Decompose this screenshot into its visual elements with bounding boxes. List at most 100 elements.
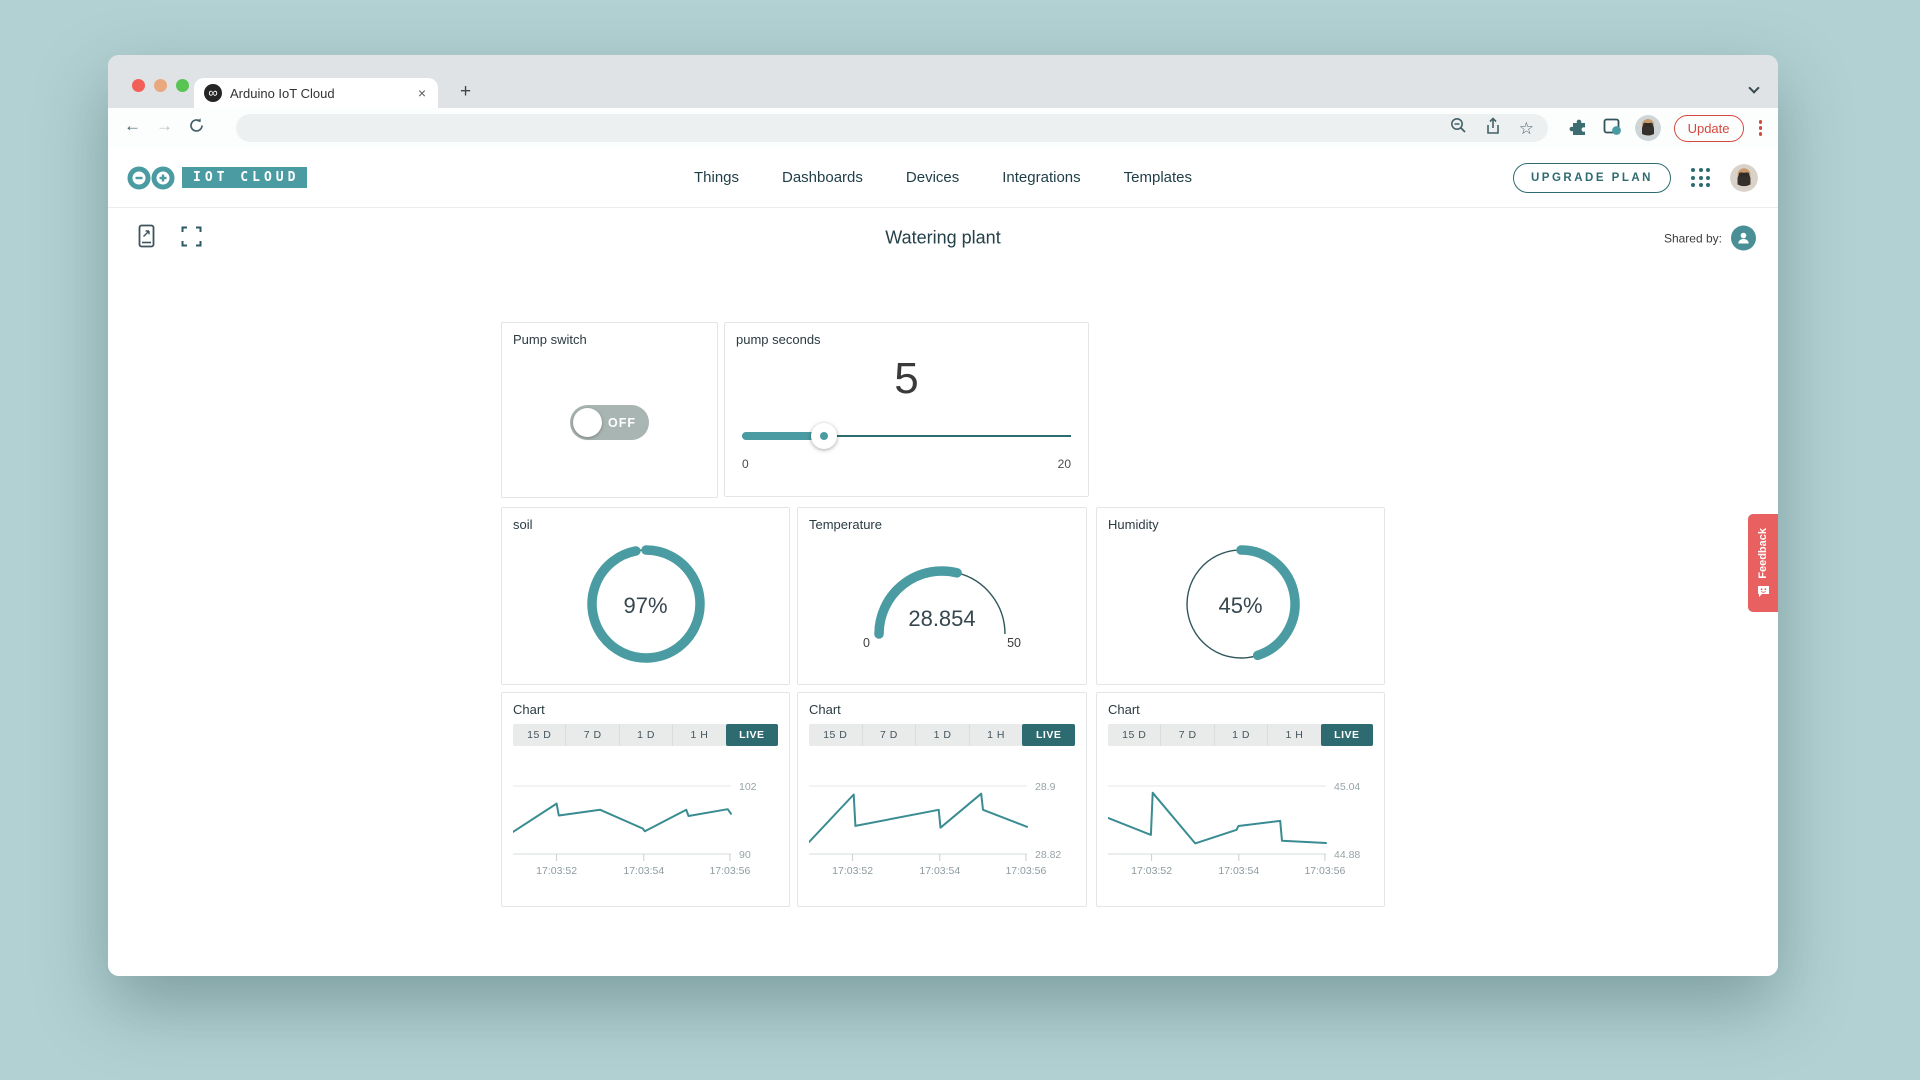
toolbar-actions: Update <box>1569 108 1764 148</box>
nav-item-templates[interactable]: Templates <box>1123 169 1193 186</box>
dashboard-title: Watering plant <box>885 227 1001 248</box>
apps-grid-icon[interactable] <box>1691 168 1710 187</box>
share-icon[interactable] <box>1485 116 1501 140</box>
window-controls <box>132 79 189 92</box>
widget-title: Humidity <box>1108 517 1159 532</box>
temperature-gauge-svg <box>874 566 1006 639</box>
slider-track[interactable] <box>742 435 1071 437</box>
zoom-out-icon[interactable] <box>1450 117 1467 139</box>
feedback-tab[interactable]: Feedback <box>1748 514 1778 612</box>
range-button-live[interactable]: LIVE <box>725 724 779 746</box>
svg-text:90: 90 <box>739 849 751 861</box>
account-avatar[interactable] <box>1730 163 1758 192</box>
tab-strip: ∞ Arduino IoT Cloud × + <box>108 55 1778 108</box>
svg-text:45.04: 45.04 <box>1334 781 1360 793</box>
extensions-puzzle-icon[interactable] <box>1569 116 1589 141</box>
range-button-15d[interactable]: 15 D <box>823 729 848 741</box>
svg-text:17:03:52: 17:03:52 <box>1131 865 1172 877</box>
main-nav: Things Dashboards Devices Integrations T… <box>694 169 1192 186</box>
svg-text:17:03:56: 17:03:56 <box>1005 865 1046 877</box>
range-button-1h[interactable]: 1 H <box>672 724 725 746</box>
humidity-gauge-value: 45% <box>1218 593 1263 618</box>
widget-temperature-gauge: Temperature 28.854 0 50 <box>797 507 1087 685</box>
slider-value: 5 <box>894 354 919 403</box>
arduino-favicon-icon: ∞ <box>204 84 222 102</box>
nav-item-dashboards[interactable]: Dashboards <box>782 169 863 186</box>
temperature-max-label: 50 <box>1007 636 1021 650</box>
iot-cloud-logo-badge: IOT CLOUD <box>182 167 308 188</box>
mobile-preview-icon[interactable] <box>138 224 155 253</box>
widget-title: soil <box>513 517 533 532</box>
reload-icon[interactable] <box>188 117 205 139</box>
svg-text:17:03:54: 17:03:54 <box>919 865 960 877</box>
site-header: IOT CLOUD Things Dashboards Devices Inte… <box>108 148 1778 208</box>
temperature-min-label: 0 <box>863 636 870 650</box>
widget-title: Chart <box>513 702 545 717</box>
browser-profile-avatar[interactable] <box>1634 115 1661 141</box>
bookmark-star-icon[interactable]: ☆ <box>1518 118 1534 138</box>
toggle-knob[interactable] <box>573 408 602 437</box>
zoom-window-button[interactable] <box>176 79 189 92</box>
arduino-logo[interactable]: IOT CLOUD <box>127 165 308 191</box>
pump-seconds-slider[interactable] <box>742 423 1071 449</box>
svg-text:17:03:52: 17:03:52 <box>832 865 873 877</box>
nav-item-things[interactable]: Things <box>693 169 740 186</box>
widget-humidity-gauge: Humidity 45% <box>1096 507 1385 685</box>
browser-menu-icon[interactable] <box>1757 120 1765 136</box>
shared-by-avatar[interactable] <box>1731 225 1756 251</box>
forward-icon[interactable]: → <box>156 116 173 135</box>
range-button-live[interactable]: LIVE <box>1022 724 1075 746</box>
widget-pump-switch: Pump switch OFF <box>501 322 718 498</box>
range-button-1h[interactable]: 1 H <box>968 724 1023 746</box>
svg-text:17:03:54: 17:03:54 <box>623 865 664 877</box>
widget-title: Chart <box>1108 702 1140 717</box>
update-button[interactable]: Update <box>1673 114 1744 142</box>
range-button-1d[interactable]: 1 D <box>1213 724 1267 746</box>
browser-window: ∞ Arduino IoT Cloud × + ← → ☆ <box>108 55 1778 976</box>
soil-gauge-svg <box>586 544 705 663</box>
close-window-button[interactable] <box>132 79 145 92</box>
fullscreen-icon[interactable] <box>181 226 202 252</box>
range-button-15d[interactable]: 15 D <box>527 729 552 741</box>
upgrade-plan-button[interactable]: UPGRADE PLAN <box>1512 162 1671 193</box>
slider-knob[interactable] <box>811 423 838 449</box>
pump-switch-toggle[interactable]: OFF <box>570 405 649 440</box>
back-icon[interactable]: ← <box>124 116 141 135</box>
widget-title: Temperature <box>809 517 882 532</box>
svg-text:28.9: 28.9 <box>1035 781 1056 793</box>
humidity-gauge-svg <box>1185 544 1300 660</box>
nav-item-integrations[interactable]: Integrations <box>1002 169 1081 186</box>
svg-text:102: 102 <box>739 781 757 793</box>
range-button-15d[interactable]: 15 D <box>1122 729 1147 741</box>
range-button-7d[interactable]: 7 D <box>861 724 916 746</box>
range-button-7d[interactable]: 7 D <box>1160 724 1213 746</box>
url-bar[interactable]: ☆ <box>236 114 1548 142</box>
dashboard-content: Pump switch OFF pump seconds 5 0 20 <box>108 268 1778 976</box>
nav-item-devices[interactable]: Devices <box>905 169 960 186</box>
tab-search-chevron-icon[interactable] <box>1748 82 1760 94</box>
widget-title: Chart <box>809 702 841 717</box>
range-button-1d[interactable]: 1 D <box>618 724 672 746</box>
update-button-label: Update <box>1687 120 1730 136</box>
range-button-7d[interactable]: 7 D <box>565 724 618 746</box>
svg-text:44.88: 44.88 <box>1334 849 1360 861</box>
close-tab-icon[interactable]: × <box>417 85 426 101</box>
shared-by-label: Shared by: <box>1663 231 1722 245</box>
chart-plot-area: 17:03:52 17:03:54 17:03:56 28.9 28.82 <box>808 750 1075 895</box>
range-button-live[interactable]: LIVE <box>1320 724 1374 746</box>
soil-gauge-ring <box>574 532 718 681</box>
minimize-window-button[interactable] <box>154 79 167 92</box>
feedback-label: Feedback <box>1757 527 1769 579</box>
widget-title: Pump switch <box>513 332 587 347</box>
range-button-1d[interactable]: 1 D <box>915 724 969 746</box>
browser-tab[interactable]: ∞ Arduino IoT Cloud × <box>194 78 438 108</box>
side-panel-icon[interactable] <box>1602 116 1622 141</box>
new-tab-button[interactable]: + <box>460 81 472 102</box>
header-actions: UPGRADE PLAN <box>1512 162 1758 193</box>
range-button-1h[interactable]: 1 H <box>1267 724 1320 746</box>
slider-max-label: 20 <box>1057 457 1071 471</box>
widget-title: pump seconds <box>736 332 821 347</box>
